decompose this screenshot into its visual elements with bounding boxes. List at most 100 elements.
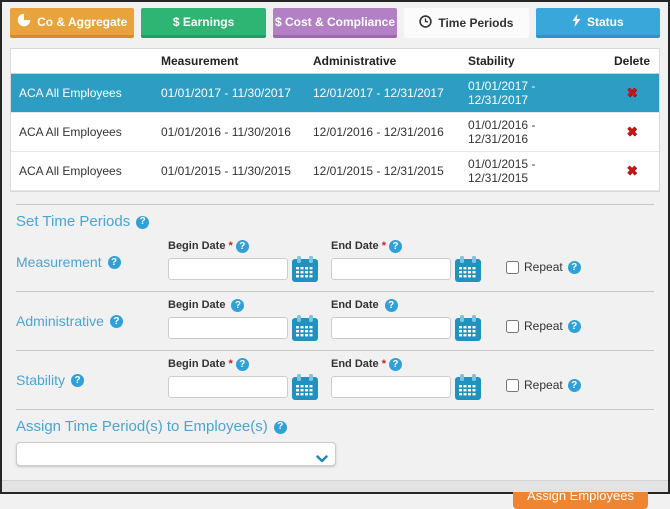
divider bbox=[16, 409, 654, 410]
tab-bar: Co & Aggregate $ Earnings $ Cost & Compl… bbox=[10, 8, 661, 38]
cell-stability: 01/01/2017 - 12/31/2017 bbox=[460, 73, 605, 113]
repeat-label: Repeat bbox=[524, 319, 563, 333]
help-icon[interactable]: ? bbox=[388, 358, 402, 371]
calendar-icon bbox=[292, 374, 318, 400]
tab-label: Time Periods bbox=[438, 16, 514, 30]
heading-label: Assign Time Period(s) to Employee(s) bbox=[16, 418, 268, 435]
set-time-periods-heading: Set Time Periods ? bbox=[16, 213, 654, 231]
tab-cost-compliance[interactable]: $ Cost & Compliance bbox=[272, 8, 398, 38]
time-periods-table: Measurement Administrative Stability Del… bbox=[11, 49, 659, 191]
begin-date-label: Begin Date ? bbox=[168, 299, 318, 312]
column-header-delete: Delete bbox=[605, 49, 659, 74]
help-icon[interactable]: ? bbox=[109, 314, 123, 328]
begin-date-input[interactable] bbox=[168, 317, 288, 339]
end-date-label: End Date * ? bbox=[331, 358, 481, 371]
employee-select-wrap bbox=[16, 442, 336, 466]
calendar-button[interactable] bbox=[292, 256, 318, 282]
column-header-measurement: Measurement bbox=[153, 49, 305, 74]
help-icon[interactable]: ? bbox=[273, 420, 287, 434]
end-date-input[interactable] bbox=[331, 258, 451, 280]
repeat-label: Repeat bbox=[524, 260, 563, 274]
delete-icon[interactable]: ✖ bbox=[626, 85, 638, 100]
tab-time-periods[interactable]: Time Periods bbox=[404, 8, 529, 38]
begin-date-label: Begin Date * ? bbox=[168, 240, 318, 253]
help-icon[interactable]: ? bbox=[235, 358, 249, 371]
end-date-field: End Date * ? bbox=[331, 358, 481, 400]
column-header-name bbox=[11, 49, 153, 74]
help-icon[interactable]: ? bbox=[231, 299, 245, 312]
form-row-administrative: Administrative ? Begin Date ? bbox=[16, 292, 654, 350]
begin-date-input[interactable] bbox=[168, 258, 288, 280]
begin-date-field: Begin Date ? bbox=[168, 299, 318, 341]
help-icon[interactable]: ? bbox=[567, 319, 581, 333]
required-asterisk: * bbox=[228, 358, 233, 370]
delete-icon[interactable]: ✖ bbox=[626, 124, 638, 139]
calendar-button[interactable] bbox=[455, 315, 481, 341]
cell-stability: 01/01/2015 - 12/31/2015 bbox=[460, 151, 605, 191]
row-label-stability: Stability ? bbox=[16, 358, 168, 388]
divider bbox=[16, 350, 654, 351]
repeat-label: Repeat bbox=[524, 378, 563, 392]
column-header-administrative: Administrative bbox=[305, 49, 460, 74]
help-icon[interactable]: ? bbox=[107, 255, 121, 269]
cell-name: ACA All Employees bbox=[11, 112, 153, 152]
help-icon[interactable]: ? bbox=[71, 373, 85, 387]
clock-icon bbox=[419, 15, 433, 31]
cell-measurement: 01/01/2016 - 11/30/2016 bbox=[153, 112, 305, 152]
calendar-button[interactable] bbox=[455, 256, 481, 282]
calendar-button[interactable] bbox=[292, 374, 318, 400]
row-label-administrative: Administrative ? bbox=[16, 299, 168, 329]
repeat-group: Repeat ? bbox=[506, 358, 581, 392]
table-row[interactable]: ACA All Employees 01/01/2017 - 11/30/201… bbox=[11, 73, 659, 113]
form-row-stability: Stability ? Begin Date * ? bbox=[16, 351, 654, 409]
end-date-input[interactable] bbox=[331, 376, 451, 398]
divider bbox=[16, 291, 654, 292]
help-icon[interactable]: ? bbox=[235, 240, 249, 253]
calendar-icon bbox=[292, 315, 318, 341]
end-date-field: End Date * ? bbox=[331, 240, 481, 282]
employee-select[interactable] bbox=[16, 442, 336, 466]
tab-label: $ Earnings bbox=[172, 14, 235, 29]
repeat-group: Repeat ? bbox=[506, 299, 581, 333]
tab-label: $ Cost & Compliance bbox=[275, 14, 396, 29]
table-row[interactable]: ACA All Employees 01/01/2015 - 11/30/201… bbox=[11, 151, 659, 191]
help-icon[interactable]: ? bbox=[136, 215, 150, 229]
cell-administrative: 12/01/2015 - 12/31/2015 bbox=[305, 151, 460, 191]
end-date-field: End Date ? bbox=[331, 299, 481, 341]
bottom-strip bbox=[2, 480, 668, 492]
repeat-checkbox[interactable] bbox=[506, 319, 519, 333]
required-asterisk: * bbox=[381, 358, 386, 370]
end-date-label: End Date * ? bbox=[331, 240, 481, 253]
column-header-stability: Stability bbox=[460, 49, 605, 74]
begin-date-input[interactable] bbox=[168, 376, 288, 398]
begin-date-field: Begin Date * ? bbox=[168, 358, 318, 400]
cell-administrative: 12/01/2016 - 12/31/2016 bbox=[305, 112, 460, 152]
calendar-button[interactable] bbox=[292, 315, 318, 341]
tab-status[interactable]: Status bbox=[535, 8, 661, 38]
cell-measurement: 01/01/2015 - 11/30/2015 bbox=[153, 151, 305, 191]
tab-label: Co & Aggregate bbox=[37, 14, 128, 29]
calendar-button[interactable] bbox=[455, 374, 481, 400]
heading-label: Set Time Periods bbox=[16, 213, 131, 230]
row-label-measurement: Measurement ? bbox=[16, 240, 168, 270]
time-periods-table-card: Measurement Administrative Stability Del… bbox=[10, 48, 660, 192]
assign-time-periods-heading: Assign Time Period(s) to Employee(s) ? bbox=[16, 418, 654, 436]
end-date-input[interactable] bbox=[331, 317, 451, 339]
table-row[interactable]: ACA All Employees 01/01/2016 - 11/30/201… bbox=[11, 112, 659, 152]
cell-administrative: 12/01/2017 - 12/31/2017 bbox=[305, 73, 460, 113]
repeat-group: Repeat ? bbox=[506, 240, 581, 274]
repeat-checkbox[interactable] bbox=[506, 378, 519, 392]
delete-icon[interactable]: ✖ bbox=[626, 163, 638, 178]
tab-earnings[interactable]: $ Earnings bbox=[141, 8, 266, 38]
help-icon[interactable]: ? bbox=[567, 378, 581, 392]
tab-co-aggregate[interactable]: Co & Aggregate bbox=[10, 8, 135, 38]
help-icon[interactable]: ? bbox=[567, 260, 581, 274]
begin-date-field: Begin Date * ? bbox=[168, 240, 318, 282]
help-icon[interactable]: ? bbox=[384, 299, 398, 312]
lightning-icon bbox=[572, 13, 581, 30]
required-asterisk: * bbox=[228, 240, 233, 252]
required-asterisk: * bbox=[381, 240, 386, 252]
repeat-checkbox[interactable] bbox=[506, 260, 519, 274]
help-icon[interactable]: ? bbox=[388, 240, 402, 253]
form-row-measurement: Measurement ? Begin Date * ? bbox=[16, 233, 654, 291]
